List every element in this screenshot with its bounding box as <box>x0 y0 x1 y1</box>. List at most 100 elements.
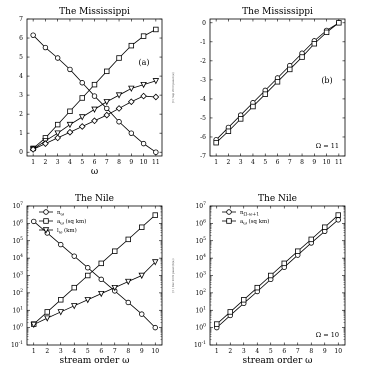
data-point-square <box>335 212 341 218</box>
y-tick-label: 104 <box>195 253 206 262</box>
y-tick-label: -7 <box>200 153 206 160</box>
series-line <box>33 214 156 325</box>
y-tick-label: 100 <box>195 323 206 332</box>
x-tick-label: 6 <box>99 348 103 355</box>
y-tick-label: 10-1 <box>11 340 23 349</box>
y-tick-label: 106 <box>12 218 23 227</box>
side-note: [0 ( Dec 2009 panel (b(a)) <box>171 259 175 293</box>
x-axis-label: ω <box>91 167 98 177</box>
data-point-triangle <box>103 99 111 106</box>
data-point-diamond <box>140 92 147 100</box>
legend-marker-triangle <box>42 227 50 234</box>
x-tick-label: 7 <box>113 348 117 355</box>
x-tick-label: 2 <box>43 159 47 166</box>
data-point-square <box>85 272 91 279</box>
x-axis-label: stream order ω <box>243 356 313 366</box>
y-tick-label: 6 <box>19 35 23 42</box>
legend-marker-square <box>43 218 49 224</box>
chart-title: The Mississippi <box>242 7 313 17</box>
x-tick-label: 1 <box>215 348 219 355</box>
x-tick-label: 10 <box>151 348 159 355</box>
data-point-square <box>71 284 77 291</box>
data-point-circle <box>152 324 158 331</box>
data-point-diamond <box>152 93 160 101</box>
data-point-triangle <box>152 78 160 85</box>
data-point-circle <box>91 93 98 99</box>
y-tick-label: 7 <box>19 16 23 23</box>
x-tick-label: 4 <box>251 159 255 166</box>
x-tick-label: 8 <box>126 348 130 355</box>
series-line <box>216 219 339 328</box>
panel-nile-log: The Nile 1 2 3 4 5 6 7 8 9 10 stream order ω 10-1 100… <box>11 194 175 366</box>
data-point-square <box>67 108 73 114</box>
data-point-square <box>79 95 85 101</box>
data-point-square <box>323 29 330 36</box>
series-line <box>216 214 339 325</box>
y-tick-label: 103 <box>195 271 206 280</box>
y-tick-label: 0 <box>19 149 23 156</box>
data-point-triangle <box>54 130 61 137</box>
data-point-square <box>225 128 232 134</box>
y-tick-label: 107 <box>195 201 206 210</box>
y-tick-label: 102 <box>195 288 206 297</box>
data-point-square <box>250 103 256 110</box>
series-line <box>33 261 156 325</box>
x-tick-label: 8 <box>117 159 121 166</box>
data-point-diamond <box>115 105 123 112</box>
data-point-triangle <box>70 303 78 310</box>
y-tick-label: -2 <box>200 58 206 65</box>
panel-label: (b) <box>321 76 332 85</box>
data-point-triangle <box>140 81 147 89</box>
x-tick-label: 10 <box>323 159 331 166</box>
series-line <box>32 80 156 150</box>
data-point-triangle <box>43 315 51 322</box>
data-point-square <box>336 20 342 26</box>
y-tick-label: 103 <box>12 271 23 280</box>
panel-nile-scaled: The Nile 1 2 3 4 5 6 7 8 9 10 stream order ω 10-1 100… <box>194 194 346 366</box>
legend-entry: aω (sq km) <box>240 218 269 227</box>
chart-title: The Mississippi <box>59 7 130 17</box>
data-point-circle <box>71 253 77 259</box>
data-point-diamond <box>42 140 49 147</box>
x-tick-label: 9 <box>129 159 133 166</box>
data-point-circle <box>79 80 85 86</box>
data-point-square <box>139 224 145 230</box>
data-point-triangle <box>97 290 105 298</box>
x-tick-label: 3 <box>59 348 63 355</box>
data-point-square <box>116 55 122 61</box>
x-tick-label: 11 <box>335 159 343 166</box>
data-point-square <box>241 297 247 303</box>
data-point-triangle <box>111 284 119 292</box>
y-tick-label: 4 <box>19 73 23 80</box>
legend-entry: nΩ-ω+1 <box>240 210 259 218</box>
data-point-circle <box>54 55 61 61</box>
x-tick-label: 11 <box>152 159 160 166</box>
data-point-square <box>268 272 274 279</box>
data-point-square <box>54 121 61 128</box>
data-point-square <box>128 42 135 49</box>
data-point-square <box>299 54 305 60</box>
x-tick-label: 3 <box>242 348 246 355</box>
data-point-circle <box>98 276 104 283</box>
legend-marker-circle <box>226 209 232 215</box>
x-tick-label: 4 <box>68 159 72 166</box>
data-point-diamond <box>54 134 62 142</box>
x-tick-label: 4 <box>255 348 259 355</box>
x-tick-label: 1 <box>32 348 36 355</box>
x-tick-label: 9 <box>323 348 327 355</box>
data-point-square <box>213 139 219 146</box>
legend-marker-circle <box>43 209 49 215</box>
data-point-circle <box>116 119 122 125</box>
x-tick-label: 1 <box>214 159 218 166</box>
y-tick-label: 5 <box>19 54 23 61</box>
x-tick-label: 5 <box>86 348 90 355</box>
data-point-triangle <box>151 259 159 266</box>
data-point-diamond <box>29 145 37 153</box>
chart-title: The Nile <box>258 194 297 204</box>
data-point-square <box>262 91 268 97</box>
x-tick-label: 4 <box>72 348 76 355</box>
x-tick-label: 6 <box>93 159 97 166</box>
data-point-circle <box>335 217 341 223</box>
data-point-square <box>322 224 328 230</box>
data-point-circle <box>58 241 64 248</box>
